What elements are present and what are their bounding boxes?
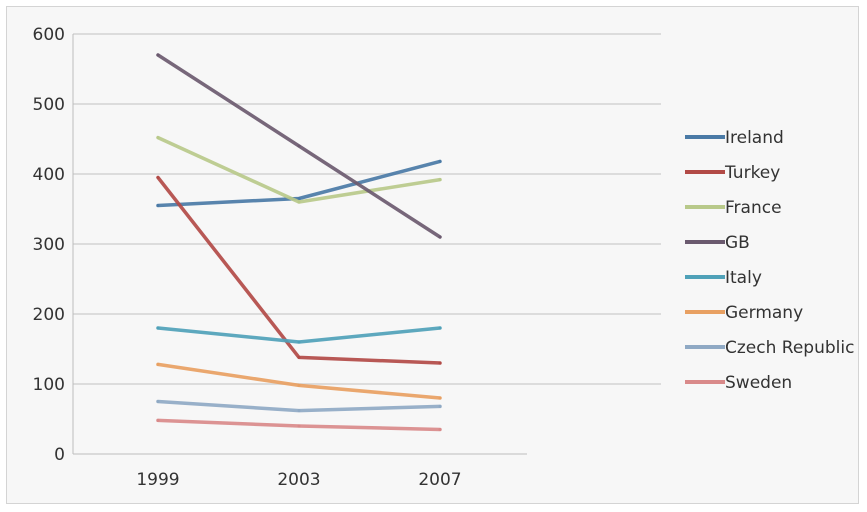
data-point-turkey bbox=[297, 355, 301, 359]
data-point-germany bbox=[156, 362, 160, 366]
legend-label-france: France bbox=[725, 198, 782, 218]
data-point-gb bbox=[156, 53, 160, 57]
y-tick-label: 200 bbox=[33, 305, 65, 325]
y-tick-label: 0 bbox=[54, 445, 65, 465]
data-point-germany bbox=[438, 396, 442, 400]
series-lines bbox=[156, 53, 442, 432]
data-point-germany bbox=[297, 383, 301, 387]
data-point-ireland bbox=[297, 197, 301, 200]
data-point-gb bbox=[438, 235, 442, 239]
data-point-turkey bbox=[156, 176, 160, 179]
gridlines bbox=[73, 33, 661, 385]
series-line-germany bbox=[156, 362, 442, 400]
data-point-italy bbox=[438, 326, 442, 330]
data-point-france bbox=[156, 136, 160, 140]
data-point-france bbox=[438, 178, 442, 182]
data-point-gb bbox=[297, 144, 301, 148]
data-point-ireland bbox=[438, 159, 442, 163]
data-point-turkey bbox=[438, 361, 442, 365]
x-tick-label: 2003 bbox=[277, 470, 320, 490]
y-tick-label: 500 bbox=[33, 95, 65, 115]
data-point-france bbox=[297, 200, 301, 204]
data-point-italy bbox=[297, 340, 301, 344]
data-point-sweden bbox=[156, 418, 160, 422]
data-point-czech-republic bbox=[438, 404, 442, 408]
data-point-italy bbox=[156, 326, 160, 330]
series-line-turkey bbox=[156, 175, 442, 365]
legend-label-ireland: Ireland bbox=[725, 128, 784, 148]
y-tick-label: 300 bbox=[33, 235, 65, 255]
y-tick-label: 600 bbox=[33, 25, 65, 45]
y-tick-label: 400 bbox=[33, 165, 65, 185]
legend-label-turkey: Turkey bbox=[724, 163, 780, 183]
series-line-italy bbox=[156, 326, 442, 344]
data-point-czech-republic bbox=[297, 409, 301, 413]
data-point-ireland bbox=[156, 204, 160, 207]
data-point-sweden bbox=[438, 428, 442, 431]
chart-frame: 0 100 200 300 400 500 600 1999 2003 2007 Ireland T… bbox=[6, 6, 859, 504]
data-point-czech-republic bbox=[156, 400, 160, 403]
legend-label-czech-republic: Czech Republic bbox=[725, 338, 854, 358]
x-tick-label: 1999 bbox=[136, 470, 179, 490]
line-chart: 0 100 200 300 400 500 600 1999 2003 2007 Ireland T… bbox=[33, 25, 855, 490]
data-point-sweden bbox=[297, 424, 301, 428]
legend: Ireland Turkey France GB Italy Germany Czech R… bbox=[685, 128, 854, 393]
y-tick-label: 100 bbox=[33, 375, 65, 395]
axes: 0 100 200 300 400 500 600 1999 2003 2007 bbox=[33, 25, 527, 490]
legend-label-germany: Germany bbox=[725, 303, 803, 323]
legend-label-italy: Italy bbox=[725, 268, 762, 288]
legend-label-gb: GB bbox=[725, 233, 750, 253]
x-tick-label: 2007 bbox=[418, 470, 461, 490]
legend-label-sweden: Sweden bbox=[725, 373, 792, 393]
